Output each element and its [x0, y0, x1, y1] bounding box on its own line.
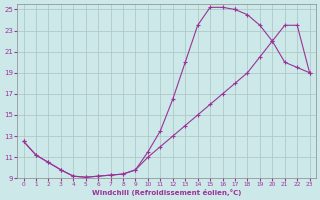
X-axis label: Windchill (Refroidissement éolien,°C): Windchill (Refroidissement éolien,°C)	[92, 189, 241, 196]
